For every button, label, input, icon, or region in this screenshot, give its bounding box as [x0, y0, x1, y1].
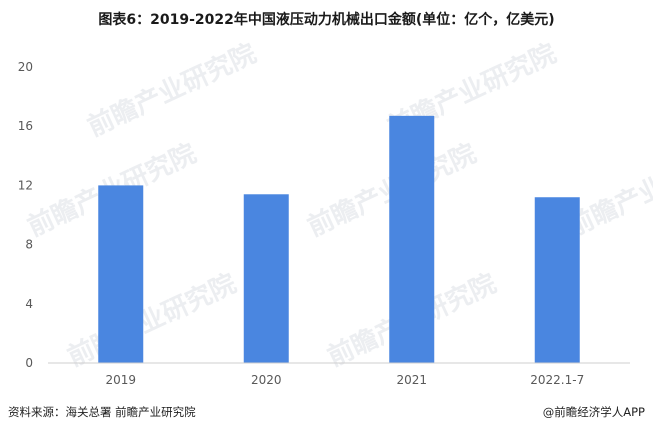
x-tick-label: 2020 [251, 373, 282, 387]
x-tick-label: 2021 [396, 373, 427, 387]
bar [389, 115, 435, 363]
y-tick-label: 12 [18, 178, 33, 192]
y-tick-label: 20 [18, 60, 33, 74]
y-tick-label: 0 [25, 356, 33, 370]
chart-title: 图表6：2019-2022年中国液压动力机械出口金额(单位：亿个，亿美元) [98, 12, 555, 28]
bar [98, 185, 144, 363]
y-tick-label: 4 [25, 297, 33, 311]
bar-series [98, 115, 580, 363]
brand-label: @前瞻经济学人APP [542, 405, 645, 419]
y-tick-label: 16 [18, 119, 33, 133]
x-tick-label: 2022.1-7 [530, 373, 584, 387]
x-axis: 2019 2020 2021 2022.1-7 [105, 373, 584, 387]
bar [243, 194, 289, 363]
footer: 资料来源：海关总署 前瞻产业研究院 @前瞻经济学人APP [0, 402, 653, 424]
bar [534, 197, 580, 363]
bar-chart: 0 4 8 12 16 20 2019 2020 2021 2022.1-7 [18, 60, 630, 387]
source-note: 资料来源：海关总署 前瞻产业研究院 [8, 405, 196, 419]
y-axis: 0 4 8 12 16 20 [18, 60, 33, 370]
x-tick-label: 2019 [105, 373, 136, 387]
y-tick-label: 8 [25, 238, 33, 252]
